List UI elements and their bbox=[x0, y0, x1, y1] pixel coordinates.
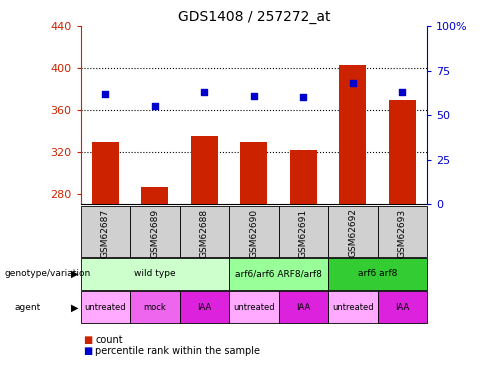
Point bbox=[102, 91, 109, 97]
Point bbox=[299, 94, 307, 100]
Text: wild type: wild type bbox=[134, 269, 176, 278]
Text: percentile rank within the sample: percentile rank within the sample bbox=[95, 346, 260, 356]
Text: GSM62689: GSM62689 bbox=[150, 209, 159, 258]
Title: GDS1408 / 257272_at: GDS1408 / 257272_at bbox=[178, 10, 330, 24]
Bar bbox=[240, 141, 267, 204]
Text: ▶: ▶ bbox=[71, 269, 78, 279]
Text: ▶: ▶ bbox=[71, 302, 78, 312]
Text: IAA: IAA bbox=[296, 303, 310, 312]
Text: ■: ■ bbox=[83, 346, 92, 356]
Text: GSM62690: GSM62690 bbox=[249, 209, 258, 258]
Text: agent: agent bbox=[15, 303, 41, 312]
Bar bbox=[141, 187, 168, 204]
Text: genotype/variation: genotype/variation bbox=[5, 269, 91, 278]
Text: IAA: IAA bbox=[395, 303, 409, 312]
Point bbox=[151, 104, 159, 110]
Point bbox=[349, 80, 357, 86]
Bar bbox=[191, 136, 218, 204]
Point bbox=[398, 89, 406, 95]
Text: mock: mock bbox=[143, 303, 166, 312]
Text: untreated: untreated bbox=[84, 303, 126, 312]
Bar bbox=[290, 150, 317, 204]
Text: ■: ■ bbox=[83, 335, 92, 345]
Bar bbox=[388, 100, 416, 204]
Text: untreated: untreated bbox=[233, 303, 275, 312]
Bar bbox=[339, 65, 366, 204]
Text: GSM62693: GSM62693 bbox=[398, 209, 407, 258]
Text: GSM62688: GSM62688 bbox=[200, 209, 209, 258]
Text: GSM62687: GSM62687 bbox=[101, 209, 110, 258]
Point bbox=[201, 89, 208, 95]
Text: arf6/arf6 ARF8/arf8: arf6/arf6 ARF8/arf8 bbox=[235, 269, 322, 278]
Text: GSM62691: GSM62691 bbox=[299, 209, 308, 258]
Text: arf6 arf8: arf6 arf8 bbox=[358, 269, 397, 278]
Text: count: count bbox=[95, 335, 123, 345]
Text: untreated: untreated bbox=[332, 303, 374, 312]
Text: GSM62692: GSM62692 bbox=[348, 209, 357, 257]
Point bbox=[250, 93, 258, 99]
Text: IAA: IAA bbox=[197, 303, 211, 312]
Bar bbox=[92, 141, 119, 204]
